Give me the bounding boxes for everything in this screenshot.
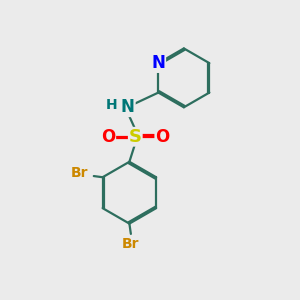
Text: O: O bbox=[101, 128, 115, 146]
Text: O: O bbox=[155, 128, 169, 146]
Text: Br: Br bbox=[71, 166, 89, 180]
Text: Br: Br bbox=[122, 237, 140, 251]
Text: N: N bbox=[121, 98, 135, 116]
Text: S: S bbox=[129, 128, 142, 146]
Text: N: N bbox=[152, 54, 165, 72]
Text: H: H bbox=[106, 98, 118, 112]
